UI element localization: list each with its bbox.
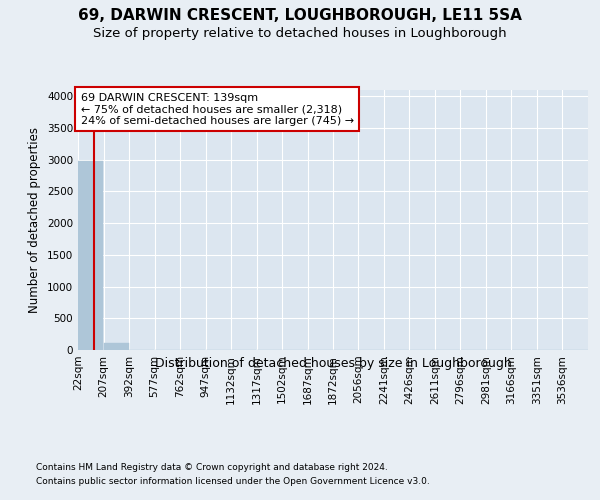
Y-axis label: Number of detached properties: Number of detached properties — [28, 127, 41, 313]
Text: 69 DARWIN CRESCENT: 139sqm
← 75% of detached houses are smaller (2,318)
24% of s: 69 DARWIN CRESCENT: 139sqm ← 75% of deta… — [80, 92, 353, 126]
Text: Size of property relative to detached houses in Loughborough: Size of property relative to detached ho… — [93, 28, 507, 40]
Text: Distribution of detached houses by size in Loughborough: Distribution of detached houses by size … — [155, 358, 511, 370]
Text: 69, DARWIN CRESCENT, LOUGHBOROUGH, LE11 5SA: 69, DARWIN CRESCENT, LOUGHBOROUGH, LE11 … — [78, 8, 522, 22]
Text: Contains public sector information licensed under the Open Government Licence v3: Contains public sector information licen… — [36, 478, 430, 486]
Bar — [104, 342, 129, 350]
Text: Contains HM Land Registry data © Crown copyright and database right 2024.: Contains HM Land Registry data © Crown c… — [36, 462, 388, 471]
Bar — [78, 161, 103, 350]
